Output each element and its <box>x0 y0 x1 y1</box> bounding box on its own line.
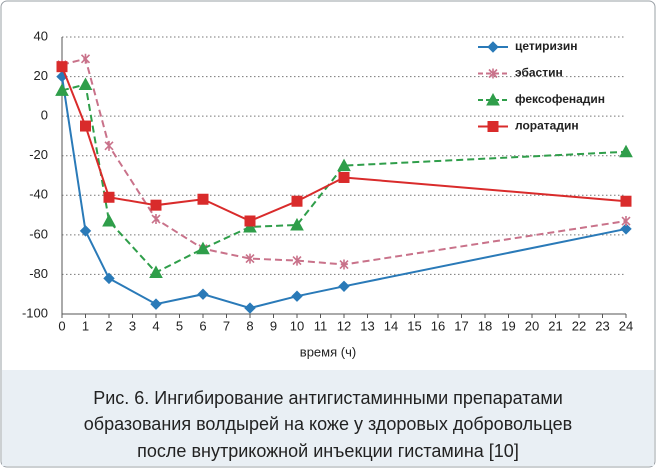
marker <box>291 195 303 207</box>
marker <box>78 77 93 90</box>
x-tick-label: 23 <box>595 318 609 333</box>
legend-marker <box>487 121 499 132</box>
y-tick-label: 0 <box>41 108 48 123</box>
x-tick-label: 6 <box>199 318 206 333</box>
marker <box>244 215 256 227</box>
x-tick-label: 2 <box>105 318 112 333</box>
marker <box>337 158 351 172</box>
marker <box>338 171 350 183</box>
marker <box>621 216 631 227</box>
marker <box>79 225 92 237</box>
marker <box>56 61 68 73</box>
marker <box>338 280 350 293</box>
caption-line: после внутрикожной инъекции гистамина [1… <box>137 441 519 461</box>
legend-marker <box>488 68 498 79</box>
y-tick-label: -80 <box>29 266 48 281</box>
marker <box>244 302 256 314</box>
marker <box>149 265 163 278</box>
y-tick-label: -20 <box>29 147 48 162</box>
x-tick-label: 1 <box>82 318 89 333</box>
y-tick-label: -40 <box>29 187 48 202</box>
x-tick-label: 15 <box>407 318 421 333</box>
marker <box>55 83 69 96</box>
marker <box>103 272 115 285</box>
marker <box>104 140 114 151</box>
x-tick-label: 20 <box>525 318 539 333</box>
x-tick-label: 5 <box>176 318 183 333</box>
x-tick-label: 10 <box>290 318 304 333</box>
x-tick-label: 3 <box>129 318 136 333</box>
x-tick-label: 4 <box>152 318 159 333</box>
marker <box>197 288 209 300</box>
legend-label: лоратадин <box>515 119 579 133</box>
x-tick-label: 17 <box>454 318 468 333</box>
marker <box>150 298 162 310</box>
x-tick-label: 18 <box>478 318 492 333</box>
caption-line: образования волдырей на коже у здоровых … <box>84 414 572 434</box>
x-tick-label: 0 <box>58 318 65 333</box>
legend-label: фексофенадин <box>515 92 605 106</box>
x-tick-label: 11 <box>314 318 328 333</box>
marker <box>292 255 302 266</box>
marker <box>620 195 632 207</box>
marker <box>150 199 162 211</box>
x-tick-label: 9 <box>270 318 277 333</box>
legend-marker <box>487 41 499 53</box>
x-tick-label: 24 <box>619 318 633 333</box>
marker <box>103 191 115 203</box>
caption-line: Рис. 6. Ингибирование антигистаминными п… <box>93 388 563 408</box>
x-tick-label: 8 <box>246 318 253 333</box>
x-tick-label: 21 <box>548 318 562 333</box>
legend-marker <box>486 92 500 106</box>
x-axis-label: время (ч) <box>300 344 356 359</box>
x-tick-label: 7 <box>223 318 230 333</box>
x-tick-label: 19 <box>501 318 515 333</box>
marker <box>80 120 91 132</box>
marker <box>339 259 349 270</box>
marker <box>80 53 91 64</box>
x-tick-label: 22 <box>572 318 586 333</box>
y-tick-label: -60 <box>29 226 48 241</box>
legend-label: эбастин <box>515 66 563 80</box>
marker <box>196 241 210 255</box>
x-tick-label: 12 <box>337 318 351 333</box>
legend-label: цетиризин <box>515 39 577 53</box>
marker <box>197 193 209 205</box>
x-tick-label: 16 <box>431 318 445 333</box>
marker <box>102 213 116 227</box>
marker <box>620 223 632 235</box>
caption-box <box>2 370 654 466</box>
marker <box>151 214 161 225</box>
x-tick-label: 14 <box>384 318 398 333</box>
x-tick-label: 13 <box>360 318 374 333</box>
y-tick-label: 40 <box>34 28 48 43</box>
marker <box>291 290 303 302</box>
marker <box>245 253 255 264</box>
marker <box>619 144 633 158</box>
y-tick-label: -100 <box>22 305 48 320</box>
marker <box>290 217 304 231</box>
y-tick-label: 20 <box>34 68 48 83</box>
